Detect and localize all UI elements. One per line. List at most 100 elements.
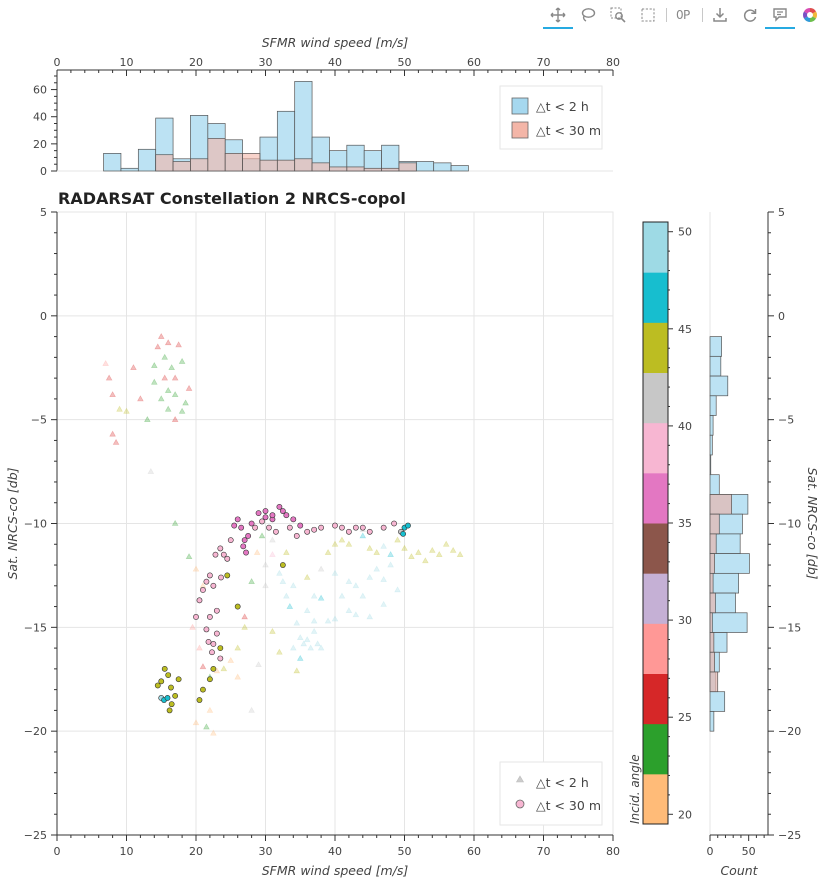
top-x-tick-label: 30 (259, 56, 273, 69)
scatter-point-dt2h (144, 416, 151, 422)
scatter-point-dt30m (213, 607, 220, 614)
y-tick-label: −10 (24, 518, 47, 531)
scatter-point-dt2h (137, 395, 144, 402)
scatter-point-dt2h (317, 594, 325, 601)
scatter-point-dt2h (394, 536, 401, 543)
top-y-tick-label: 60 (33, 84, 47, 97)
scatter-point-dt2h (310, 627, 318, 634)
x-tick-label: 80 (606, 845, 620, 858)
scatter-point-dt2h (380, 542, 387, 549)
scatter-point-dt30m (240, 543, 247, 550)
colorbar: 20 25 30 35 40 45 50 Incid. angle (628, 221, 692, 825)
count-axis-title: Count (720, 863, 758, 878)
top-bar-dt2h (381, 144, 400, 172)
right-bar-dt30m (709, 671, 719, 693)
scatter-point-dt30m (366, 528, 373, 535)
main-scatter-plot: RADARSAT Constellation 2 NRCS-copol 0 10 20… (5, 189, 620, 878)
scatter-point-dt2h (241, 623, 248, 630)
top-legend-label: △t < 30 m (536, 123, 601, 138)
main-legend: △t < 2 h △t < 30 m (499, 761, 603, 826)
colorbar-swatch (643, 673, 668, 725)
right-bar-dt30m (709, 494, 733, 515)
scatter-point-dt2h (331, 540, 339, 547)
scatter-point-dt30m (283, 512, 290, 519)
scatter-point-dt30m (231, 522, 238, 529)
scatter-point-dt2h (303, 607, 311, 614)
right-y-axis-title: Sat. NRCS-co [db] (805, 468, 820, 580)
scatter-point-dt30m (279, 508, 286, 514)
lasso-select-button[interactable] (573, 0, 603, 30)
scatter-point-dt2h (178, 407, 186, 414)
top-bar-dt30m (311, 162, 330, 172)
scatter-point-dt30m (262, 514, 269, 521)
reset-button[interactable] (735, 0, 765, 30)
scatter-point-dt2h (192, 719, 200, 726)
right-bar-dt2h (709, 454, 712, 476)
pan-tool-button[interactable] (543, 0, 573, 30)
top-x-tick-label: 80 (606, 56, 620, 69)
scatter-point-dt30m (200, 686, 206, 693)
scatter-point-dt30m (224, 555, 231, 562)
scatter-point-dt2h (307, 644, 314, 651)
hover-tooltip-button[interactable] (765, 0, 795, 30)
top-bar-dt30m (346, 166, 365, 172)
scatter-point-dt30m (166, 707, 173, 714)
scatter-point-dt2h (241, 613, 248, 620)
scatter-point-dt30m (206, 676, 213, 683)
y-tick-label: 5 (40, 206, 47, 219)
x-axis-title: SFMR wind speed [m/s] (262, 863, 409, 878)
right-bar-dt2h (709, 375, 729, 397)
scatter-point-dt30m (203, 626, 210, 633)
x-tick-label: 30 (259, 845, 273, 858)
right-bar-dt2h (709, 336, 722, 357)
scatter-point-dt2h (276, 569, 283, 576)
right-bar-dt30m (709, 592, 716, 614)
y-tick-label: −25 (24, 829, 47, 842)
scatter-point-dt2h (380, 600, 387, 607)
colorbar-label: Incid. angle (628, 754, 642, 824)
top-bar-dt30m (155, 154, 174, 172)
zoom-in-button[interactable] (603, 0, 633, 30)
scatter-point-dt30m (290, 516, 297, 523)
top-bar-dt30m (363, 167, 382, 172)
scatter-point-dt30m (161, 665, 168, 672)
colorbar-swatch (643, 573, 668, 624)
scatter-point-dt30m (196, 697, 203, 703)
top-bar-dt30m (276, 159, 296, 172)
save-button[interactable] (705, 0, 735, 30)
scatter-point-dt2h (161, 353, 169, 360)
box-select-button[interactable] (633, 0, 663, 30)
scatter-point-dt2h (449, 546, 457, 553)
colorbar-tick-label: 30 (678, 614, 692, 627)
scatter-point-dt30m (400, 530, 407, 537)
scatter-point-dt2h (234, 644, 242, 651)
scatter-point-dt30m (304, 528, 311, 535)
scatter-point-dt2h (112, 438, 120, 445)
scatter-point-dt2h (234, 673, 242, 680)
svg-text:0: 0 (676, 8, 684, 22)
scatter-point-dt2h (345, 607, 353, 614)
right-y-tick-label: −10 (778, 518, 801, 531)
scatter-point-dt30m (248, 520, 255, 527)
scatter-point-dt30m (206, 572, 213, 579)
scatter-point-dt30m (380, 524, 387, 531)
top-legend: △t < 2 h △t < 30 m (499, 85, 603, 150)
bokeh-logo-button[interactable] (795, 0, 825, 30)
scatter-point-dt2h (192, 565, 200, 572)
scatter-point-dt30m (218, 574, 224, 581)
x-tick-label: 60 (467, 845, 481, 858)
scatter-point-dt30m (286, 524, 293, 531)
y-tick-label: −15 (24, 621, 47, 634)
scatter-point-dt30m (212, 551, 219, 558)
colorbar-tick-label: 20 (678, 808, 692, 821)
top-x-tick-label: 0 (54, 56, 61, 69)
right-bar-dt2h (709, 355, 722, 377)
x-tick-label: 0 (54, 845, 61, 858)
colorbar-tick-label: 50 (678, 226, 692, 239)
scatter-point-dt2h (324, 617, 332, 624)
scatter-point-dt2h (331, 615, 339, 622)
scatter-point-dt30m (164, 695, 171, 701)
